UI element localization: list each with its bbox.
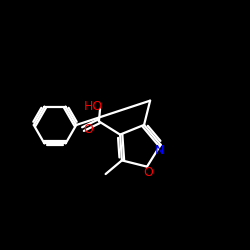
Text: N: N — [154, 144, 164, 157]
Text: HO: HO — [84, 100, 103, 113]
Text: O: O — [144, 166, 154, 179]
Text: O: O — [84, 122, 94, 136]
